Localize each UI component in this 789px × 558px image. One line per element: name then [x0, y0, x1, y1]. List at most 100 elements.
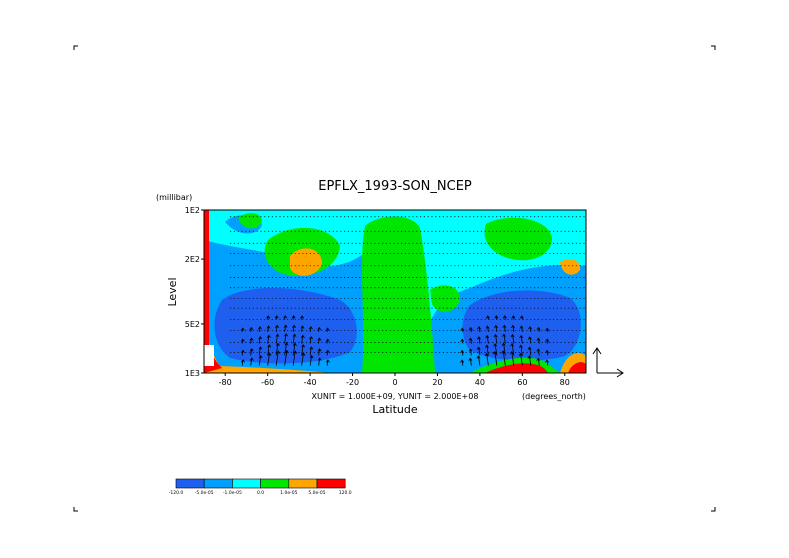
vector-arrow-37	[309, 354, 314, 366]
vector-arrow-60	[477, 326, 482, 333]
crop-marks	[73, 45, 716, 512]
vector-arrow-72	[501, 342, 506, 356]
vector-arrow-87	[527, 346, 532, 356]
vector-arrow-3	[240, 327, 245, 333]
vector-arrow-75	[502, 315, 507, 320]
vector-arrow-40	[308, 326, 313, 333]
y-axis: 1E2 2E2 5E2 1E3	[185, 206, 204, 378]
x-tick-label-4: 0	[392, 378, 397, 387]
vector-arrow-0	[241, 359, 245, 366]
vector-arrow-91	[536, 348, 541, 356]
colorbar-label-2: -1.0e-05	[223, 490, 242, 496]
vector-arrow-65	[485, 315, 490, 320]
vector-arrow-49	[460, 359, 465, 366]
vector-arrow-11	[258, 326, 262, 333]
vector-arrow-19	[275, 333, 280, 344]
vector-arrow-55	[468, 337, 473, 344]
colorbar-label-0: -120.0	[169, 490, 184, 496]
y-tick-label-1: 2E2	[185, 255, 200, 264]
vector-arrow-25	[283, 324, 288, 333]
x-tick-label-0: -80	[219, 378, 232, 387]
vector-arrow-66	[492, 350, 498, 366]
vector-arrow-95	[545, 349, 549, 356]
x-axis: -80 -60 -40 -20 0 20 40 60 80	[219, 373, 570, 387]
vector-arrow-5	[249, 348, 254, 356]
vector-arrow-50	[460, 349, 465, 356]
vector-arrow-39	[309, 336, 314, 344]
vector-arrow-45	[325, 359, 330, 366]
x-tick-label-6: 40	[475, 378, 485, 387]
colorbar-swatch-2	[232, 478, 261, 489]
vector-arrow-34	[300, 334, 305, 344]
chart-title: EPFLX_1993-SON_NCEP	[318, 179, 472, 194]
vector-arrow-81	[518, 352, 523, 366]
vector-arrow-4	[249, 357, 254, 366]
vector-arrow-10	[258, 336, 263, 344]
x-tick-label-2: -40	[304, 378, 317, 387]
vector-arrow-85	[519, 315, 524, 320]
vector-arrow-13	[267, 344, 272, 356]
vector-arrow-61	[484, 352, 489, 366]
reference-vector	[592, 347, 624, 378]
vector-arrow-35	[300, 325, 305, 333]
vector-arrow-28	[292, 342, 297, 356]
y-tick-label-3: 1E3	[185, 369, 200, 378]
vector-arrow-33	[301, 344, 306, 356]
vector-arrow-43	[317, 337, 322, 344]
vector-arrow-68	[493, 333, 498, 344]
colorbar: -120.0 -5.0e-05 -1.0e-05 0.0 1.0e-05 5.0e-05 1…	[169, 478, 352, 496]
x-tick-label-3: -20	[346, 378, 359, 387]
x-axis-label: Latitude	[372, 403, 418, 416]
vector-arrow-78	[510, 333, 515, 344]
vector-arrow-86	[527, 355, 532, 366]
vector-arrow-47	[325, 338, 330, 344]
vector-arrow-16	[266, 315, 271, 320]
moderate-positive-region	[290, 248, 322, 276]
colorbar-swatch-1	[203, 478, 233, 489]
vector-arrow-8	[258, 354, 263, 366]
vector-arrow-41	[317, 357, 322, 366]
vector-arrow-59	[476, 336, 481, 344]
vector-arrow-12	[267, 352, 272, 366]
y-tick-label-2: 5E2	[185, 320, 200, 329]
colorbar-label-5: 5.0e-05	[308, 490, 325, 496]
vector-arrow-62	[484, 344, 489, 356]
vector-arrow-17	[275, 350, 281, 366]
vector-arrow-97	[545, 327, 550, 333]
vector-arrow-22	[284, 349, 289, 366]
vector-arrow-88	[527, 336, 532, 344]
vector-arrow-57	[476, 355, 481, 366]
colorbar-swatch-3	[260, 478, 290, 489]
x-tick-label-5: 20	[432, 378, 442, 387]
vector-arrow-9	[258, 346, 263, 356]
vector-arrow-71	[501, 350, 506, 366]
vector-arrow-14	[266, 334, 271, 344]
vector-arrow-27	[292, 350, 298, 366]
vector-arrow-15	[266, 325, 271, 333]
vector-arrow-31	[291, 315, 296, 320]
vector-arrow-53	[468, 357, 473, 366]
x-tick-label-8: 80	[560, 378, 570, 387]
colorbar-label-1: -5.0e-05	[195, 490, 214, 496]
vector-arrow-58	[476, 346, 481, 356]
vector-arrow-79	[510, 324, 515, 333]
vector-arrow-20	[275, 324, 280, 333]
x-tick-label-1: -60	[261, 378, 274, 387]
vector-arrow-67	[493, 343, 498, 356]
y-unit-label: (millibar)	[156, 193, 192, 202]
vector-arrow-89	[528, 326, 532, 333]
vector-arrow-83	[519, 334, 524, 344]
vector-arrow-2	[240, 338, 245, 344]
x-unit-label: (degrees_north)	[522, 392, 586, 401]
vector-arrow-18	[275, 342, 280, 356]
vector-arrow-82	[518, 344, 523, 356]
vector-arrow-24	[284, 333, 289, 344]
vector-units-label: XUNIT = 1.000E+09, YUNIT = 2.000E+08	[312, 392, 479, 401]
vector-arrow-80	[511, 315, 516, 320]
vector-arrow-29	[292, 333, 297, 344]
vector-arrow-64	[485, 325, 490, 333]
vector-arrow-44	[317, 326, 322, 333]
weak-positive-regions	[238, 213, 552, 373]
colorbar-label-4: 1.0e-05	[280, 490, 297, 496]
